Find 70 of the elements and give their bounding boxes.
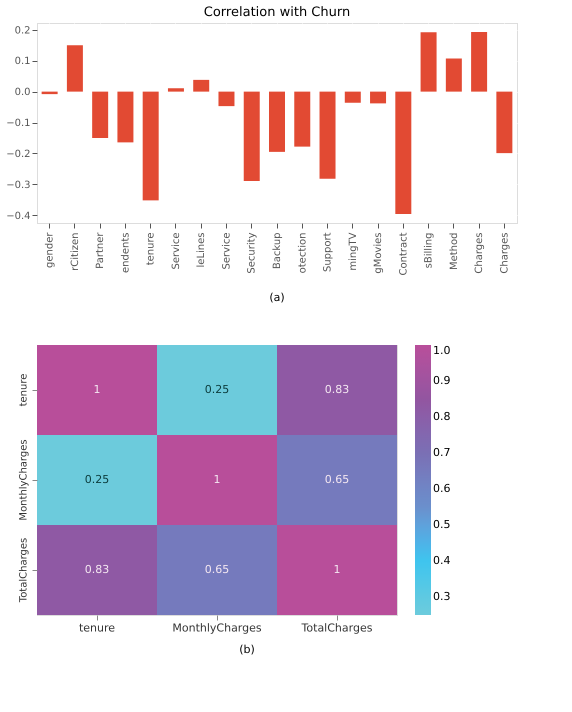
x-tick-label: mingTV	[348, 232, 359, 271]
bar	[269, 92, 285, 152]
y-tick-label: 0.1	[14, 56, 30, 68]
x-tick-label: TotalCharges	[300, 622, 373, 634]
x-tick-label: gender	[44, 232, 56, 268]
color-bar-label: 0.3	[433, 590, 450, 603]
x-tick-label: leLines	[196, 232, 208, 268]
chart-title: Correlation with Churn	[204, 5, 350, 20]
bar	[193, 80, 210, 92]
color-bar-label: 1.0	[433, 344, 450, 357]
data-label: 1	[334, 563, 340, 576]
data-label: 0.83	[324, 383, 350, 396]
data-label: 1	[214, 473, 220, 486]
x-tick-label: tenure	[78, 622, 116, 634]
y-tick-label: MonthlyCharges	[18, 439, 30, 521]
data-label: 0.65	[324, 473, 350, 486]
data-label: 0.25	[84, 473, 110, 486]
color-bar-label: 0.4	[433, 554, 450, 567]
x-tick-label: Charges	[499, 232, 510, 274]
bar	[42, 92, 58, 94]
text: (a)	[269, 291, 285, 304]
x-tick-label: gMovies	[373, 232, 384, 274]
y-tick-label: 0.2	[14, 25, 30, 36]
bar	[370, 92, 386, 104]
bar	[496, 92, 512, 154]
bar	[320, 92, 336, 179]
bar	[471, 32, 488, 92]
bar	[92, 92, 108, 138]
bar	[420, 32, 437, 92]
y-tick-label: −0.4	[6, 210, 30, 222]
data-label: 0.83	[84, 563, 110, 576]
y-tick-label: 0.0	[14, 87, 30, 98]
x-tick-label: rCitizen	[70, 232, 81, 271]
data-label: 0.25	[204, 383, 230, 396]
x-tick-label: Charges	[474, 232, 486, 274]
color-bar-label: 0.8	[433, 410, 450, 423]
x-tick-label: Service	[221, 232, 232, 270]
x-tick-label: Support	[322, 232, 334, 272]
data-label: 1	[94, 383, 100, 396]
bar	[66, 45, 83, 92]
x-tick-label: sBilling	[424, 232, 435, 268]
bar	[294, 92, 310, 147]
y-tick-label: −0.1	[6, 118, 30, 130]
x-tick-label: tenure	[146, 232, 157, 266]
x-tick-label: Service	[170, 232, 182, 270]
bar	[244, 92, 260, 181]
bar	[142, 92, 159, 200]
x-tick-label: Contract	[398, 232, 410, 276]
bar	[117, 92, 134, 142]
y-tick-label: tenure	[18, 374, 30, 406]
bar	[344, 92, 361, 103]
bar	[446, 58, 462, 92]
x-tick-label: Backup	[272, 232, 283, 270]
x-tick-label: MonthlyCharges	[172, 622, 262, 634]
x-tick-label: Security	[246, 232, 258, 274]
x-tick-label: Partner	[95, 232, 106, 269]
y-tick-label: −0.3	[6, 180, 30, 191]
text: (b)	[239, 643, 255, 656]
color-bar-label: 0.6	[433, 482, 450, 495]
bar	[168, 88, 184, 92]
color-bar-label: 0.5	[433, 518, 450, 531]
x-tick-label: endents	[120, 232, 132, 273]
color-bar-label: 0.9	[433, 374, 450, 387]
x-tick-label: otection	[297, 232, 308, 274]
x-tick-label: Method	[448, 232, 460, 270]
data-label: 0.65	[204, 563, 230, 576]
bar	[395, 92, 412, 214]
y-tick-label: −0.2	[6, 148, 30, 160]
color-bar-label: 0.7	[433, 446, 450, 459]
bar	[218, 92, 234, 106]
